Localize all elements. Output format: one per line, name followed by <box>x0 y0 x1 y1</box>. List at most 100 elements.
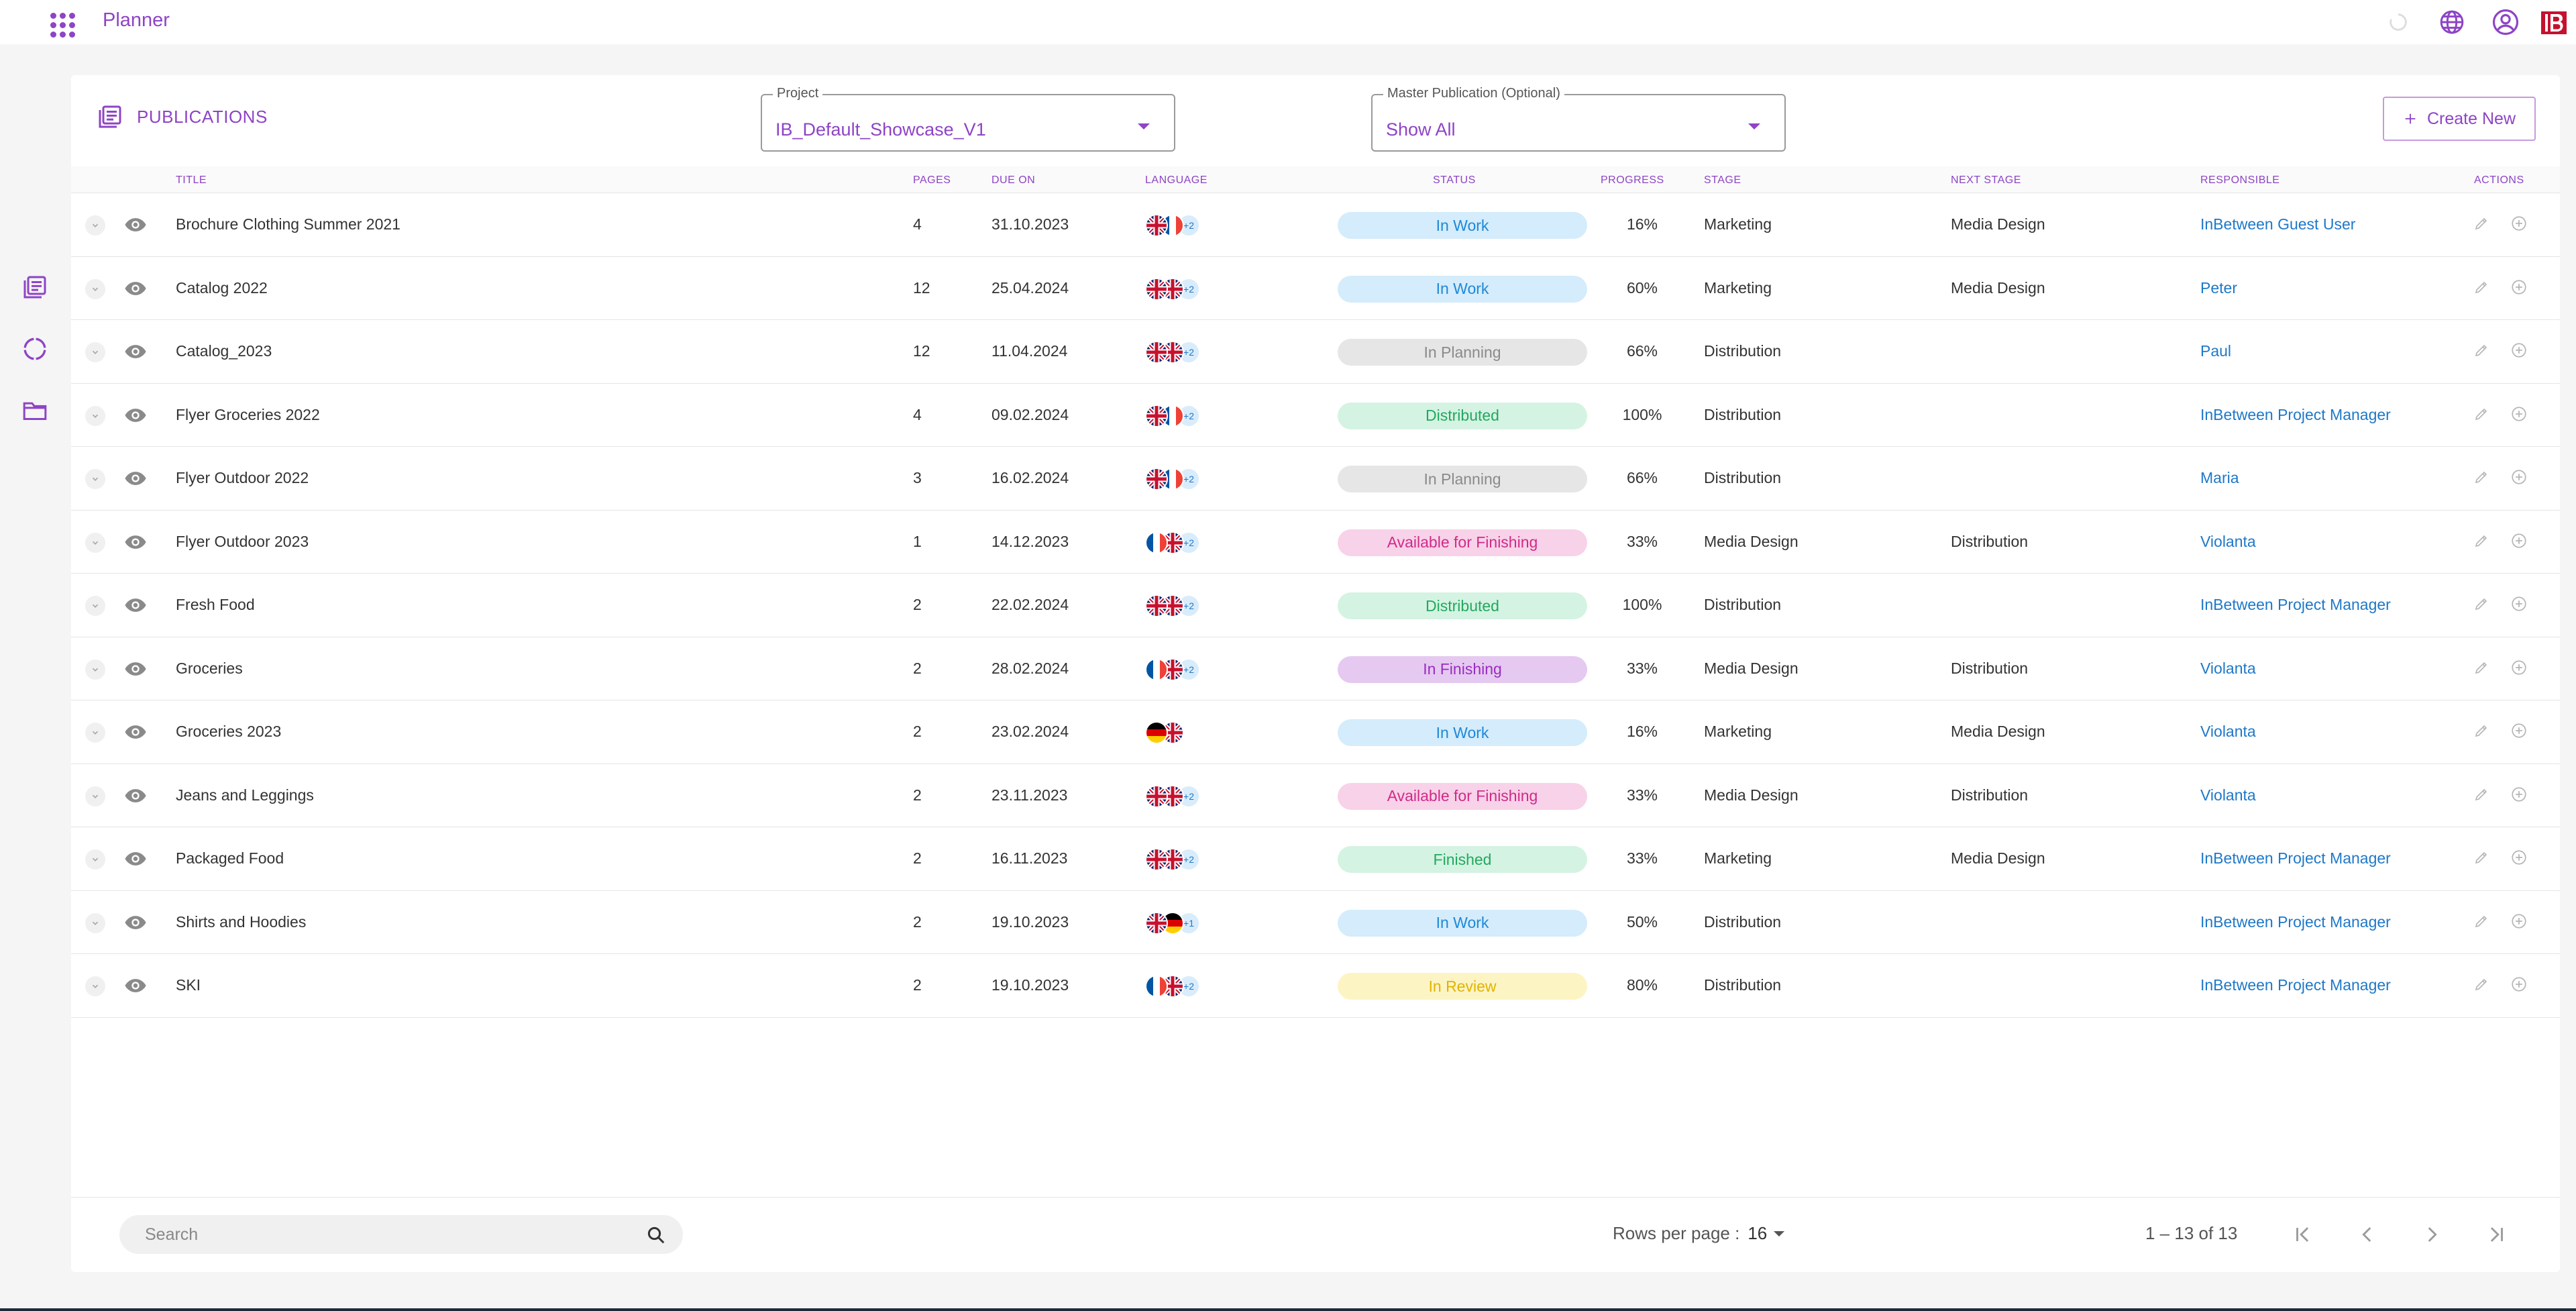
expand-row-button[interactable] <box>85 912 105 933</box>
row-title[interactable]: Brochure Clothing Summer 2021 <box>176 215 400 233</box>
row-title[interactable]: Groceries 2023 <box>176 723 282 741</box>
table-row[interactable]: SKI 2 19.10.2023 +2 In Review 80% Distri… <box>71 954 2560 1018</box>
expand-row-button[interactable] <box>85 405 105 426</box>
row-title[interactable]: Flyer Outdoor 2023 <box>176 532 309 550</box>
table-row[interactable]: Fresh Food 2 22.02.2024 +2 Distributed 1… <box>71 574 2560 637</box>
column-header-next-stage[interactable]: NEXT STAGE <box>1951 174 2021 186</box>
edit-pencil-icon[interactable] <box>2471 213 2491 233</box>
preview-eye-icon[interactable] <box>122 213 149 236</box>
row-responsible-link[interactable]: InBetween Project Manager <box>2200 912 2391 931</box>
row-title[interactable]: Flyer Groceries 2022 <box>176 405 320 423</box>
next-page-icon[interactable] <box>2418 1220 2446 1249</box>
preview-eye-icon[interactable] <box>122 531 149 554</box>
column-header-language[interactable]: LANGUAGE <box>1145 174 1208 186</box>
search-input[interactable] <box>145 1215 614 1254</box>
row-title[interactable]: Flyer Outdoor 2022 <box>176 469 309 487</box>
row-title[interactable]: Catalog_2023 <box>176 342 272 360</box>
edit-pencil-icon[interactable] <box>2471 467 2491 487</box>
project-select[interactable]: Project IB_Default_Showcase_V1 <box>761 86 1175 152</box>
column-header-pages[interactable]: PAGES <box>913 174 951 186</box>
first-page-icon[interactable] <box>2289 1220 2317 1249</box>
preview-eye-icon[interactable] <box>122 847 149 870</box>
expand-row-button[interactable] <box>85 659 105 680</box>
edit-pencil-icon[interactable] <box>2471 784 2491 804</box>
create-new-button[interactable]: Create New <box>2383 97 2536 141</box>
last-page-icon[interactable] <box>2482 1220 2510 1249</box>
preview-eye-icon[interactable] <box>122 911 149 934</box>
folder-nav-icon[interactable] <box>19 395 51 427</box>
preview-eye-icon[interactable] <box>122 277 149 300</box>
preview-eye-icon[interactable] <box>122 974 149 997</box>
add-circle-icon[interactable] <box>2509 721 2529 741</box>
edit-pencil-icon[interactable] <box>2471 847 2491 868</box>
table-row[interactable]: Shirts and Hoodies 2 19.10.2023 +1 In Wo… <box>71 891 2560 954</box>
workflow-nav-icon[interactable] <box>19 333 51 365</box>
add-circle-icon[interactable] <box>2509 784 2529 804</box>
row-responsible-link[interactable]: Peter <box>2200 278 2237 297</box>
expand-row-button[interactable] <box>85 278 105 299</box>
add-circle-icon[interactable] <box>2509 467 2529 487</box>
add-circle-icon[interactable] <box>2509 594 2529 614</box>
edit-pencil-icon[interactable] <box>2471 531 2491 551</box>
master-publication-select[interactable]: Master Publication (Optional) Show All <box>1371 86 1786 152</box>
column-header-stage[interactable]: STAGE <box>1704 174 1741 186</box>
row-title[interactable]: SKI <box>176 976 201 994</box>
edit-pencil-icon[interactable] <box>2471 721 2491 741</box>
table-row[interactable]: Flyer Outdoor 2023 1 14.12.2023 +2 Avail… <box>71 511 2560 574</box>
table-row[interactable]: Packaged Food 2 16.11.2023 +2 Finished 3… <box>71 827 2560 891</box>
column-header-due[interactable]: DUE ON <box>991 174 1036 186</box>
apps-grid-icon[interactable] <box>48 11 75 38</box>
table-row[interactable]: Catalog_2023 12 11.04.2024 +2 In Plannin… <box>71 320 2560 384</box>
edit-pencil-icon[interactable] <box>2471 277 2491 297</box>
table-row[interactable]: Jeans and Leggings 2 23.11.2023 +2 Avail… <box>71 764 2560 827</box>
publications-nav-icon[interactable] <box>19 271 51 303</box>
row-responsible-link[interactable]: InBetween Project Manager <box>2200 405 2391 423</box>
row-responsible-link[interactable]: Violanta <box>2200 786 2256 804</box>
expand-row-button[interactable] <box>85 723 105 743</box>
row-title[interactable]: Catalog 2022 <box>176 278 268 297</box>
sync-icon[interactable] <box>2381 5 2415 39</box>
table-row[interactable]: Flyer Groceries 2022 4 09.02.2024 +2 Dis… <box>71 384 2560 447</box>
user-account-icon[interactable] <box>2489 5 2522 39</box>
rows-per-page-select[interactable]: 16 <box>1748 1223 1785 1244</box>
column-header-progress[interactable]: PROGRESS <box>1601 174 1664 186</box>
add-circle-icon[interactable] <box>2509 847 2529 868</box>
add-circle-icon[interactable] <box>2509 531 2529 551</box>
expand-row-button[interactable] <box>85 976 105 996</box>
row-title[interactable]: Packaged Food <box>176 849 284 868</box>
column-header-title[interactable]: TITLE <box>176 174 207 186</box>
edit-pencil-icon[interactable] <box>2471 594 2491 614</box>
row-title[interactable]: Jeans and Leggings <box>176 786 314 804</box>
row-title[interactable]: Shirts and Hoodies <box>176 912 307 931</box>
row-responsible-link[interactable]: InBetween Project Manager <box>2200 596 2391 614</box>
add-circle-icon[interactable] <box>2509 277 2529 297</box>
row-title[interactable]: Fresh Food <box>176 596 255 614</box>
add-circle-icon[interactable] <box>2509 213 2529 233</box>
row-responsible-link[interactable]: Violanta <box>2200 659 2256 677</box>
row-responsible-link[interactable]: InBetween Project Manager <box>2200 849 2391 868</box>
table-row[interactable]: Groceries 2 28.02.2024 +2 In Finishing 3… <box>71 637 2560 700</box>
column-header-responsible[interactable]: RESPONSIBLE <box>2200 174 2280 186</box>
preview-eye-icon[interactable] <box>122 340 149 363</box>
row-responsible-link[interactable]: Violanta <box>2200 723 2256 741</box>
row-responsible-link[interactable]: Maria <box>2200 469 2239 487</box>
edit-pencil-icon[interactable] <box>2471 340 2491 360</box>
add-circle-icon[interactable] <box>2509 658 2529 678</box>
preview-eye-icon[interactable] <box>122 658 149 680</box>
expand-row-button[interactable] <box>85 786 105 806</box>
preview-eye-icon[interactable] <box>122 721 149 743</box>
table-row[interactable]: Brochure Clothing Summer 2021 4 31.10.20… <box>71 193 2560 257</box>
expand-row-button[interactable] <box>85 532 105 553</box>
preview-eye-icon[interactable] <box>122 404 149 427</box>
edit-pencil-icon[interactable] <box>2471 974 2491 994</box>
preview-eye-icon[interactable] <box>122 594 149 617</box>
add-circle-icon[interactable] <box>2509 974 2529 994</box>
table-row[interactable]: Groceries 2023 2 23.02.2024 In Work 16% … <box>71 700 2560 764</box>
edit-pencil-icon[interactable] <box>2471 658 2491 678</box>
expand-row-button[interactable] <box>85 469 105 489</box>
row-responsible-link[interactable]: Paul <box>2200 342 2232 360</box>
edit-pencil-icon[interactable] <box>2471 911 2491 931</box>
search-icon[interactable] <box>644 1223 668 1247</box>
column-header-status[interactable]: STATUS <box>1433 174 1476 186</box>
expand-row-button[interactable] <box>85 596 105 616</box>
